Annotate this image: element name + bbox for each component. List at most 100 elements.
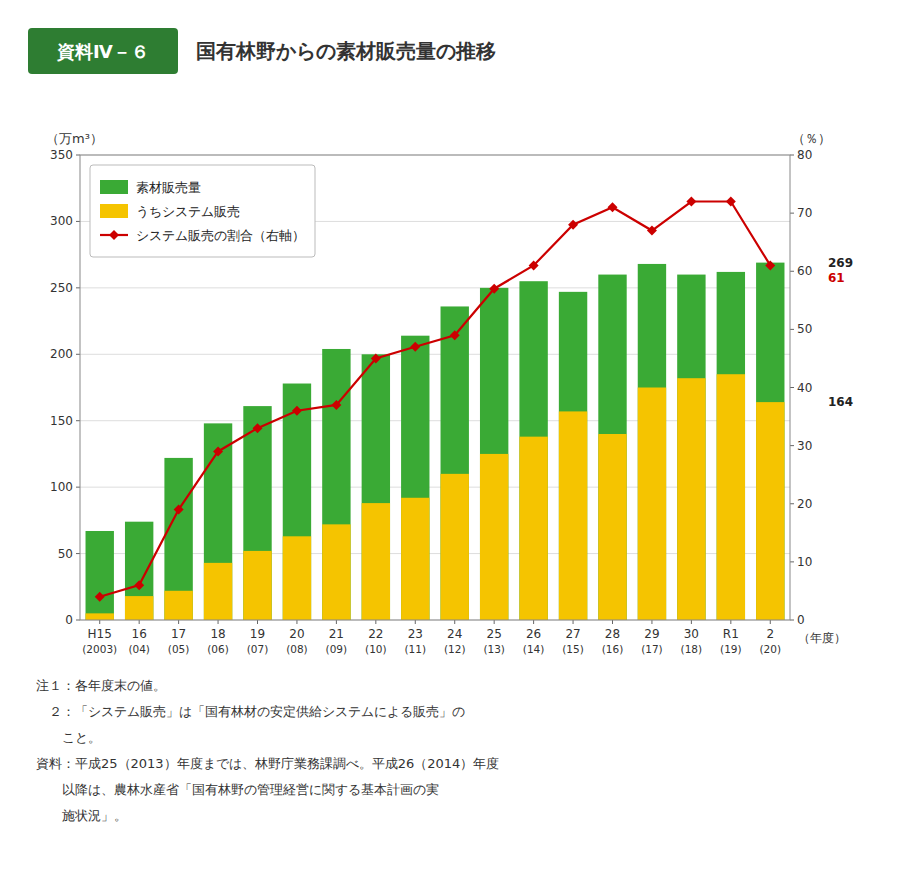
title: 国有林野からの素材販売量の推移 [196,39,496,63]
bar [559,411,587,620]
x-tick-label-line: 25 [487,627,502,641]
bar [756,263,784,620]
y2-tick [790,213,794,214]
x-tick-label-line: (04) [128,643,150,655]
x-tick [454,620,455,624]
x-tick-label-line: 16 [132,627,147,641]
marks [86,197,785,621]
bar [480,454,508,620]
x-tick-label-line: 21 [329,627,344,641]
x-tick-label-line: 20 [289,627,304,641]
x-tick-label: R1(19) [720,627,742,655]
x-tick [99,620,100,624]
bar [717,272,745,620]
x-tick-label-line: 27 [565,627,580,641]
y-tick [76,155,80,156]
x-tick-label: 18(06) [207,627,229,655]
x-tick-label-line: (12) [444,643,466,655]
x-tick-label-line: (17) [641,643,663,655]
y-tick [76,420,80,421]
y-tick-label: 100 [50,480,73,494]
marker [331,400,341,410]
y2-tick-label: 60 [797,264,812,278]
y-tick [76,221,80,222]
marker [686,197,696,207]
x-tick-label-line: (11) [404,643,426,655]
bar [362,503,390,620]
marker [253,423,263,433]
y2-tick [790,503,794,504]
x-tick-label-line: (16) [602,643,624,655]
legend-handle [100,204,128,218]
x-tick [730,620,731,624]
bar [598,434,626,620]
y2-tick-label: 50 [797,322,812,336]
x-axis-label: （年度） [798,631,846,645]
x-tick-label-line: 17 [171,627,186,641]
y-tick-label: 50 [58,547,73,561]
x-tick [415,620,416,624]
x-tick-label: 27 (15) [562,627,584,655]
annotation: 164 [828,395,853,409]
marker [726,197,736,207]
y2-tick [790,387,794,388]
x-tick-label: 2(20) [759,627,781,655]
x-tick [770,620,771,624]
x-tick-label: 25(13) [483,627,505,655]
x-tick-label: 19(07) [247,627,269,655]
x-tick-label-line: 22 [368,627,383,641]
x-tick [533,620,534,624]
marker [608,202,618,212]
bar [204,423,232,620]
bar [519,281,547,620]
y-tick-label: 350 [50,148,73,162]
legend-handle [100,180,128,194]
bar [283,536,311,620]
x-tick-label-line: (09) [326,643,348,655]
x-tick-label-line: R1 [723,627,739,641]
x-tick [257,620,258,624]
x-tick-label-line: (15) [562,643,584,655]
x-tick [375,620,376,624]
x-tick-label: 21 (09) [326,627,348,655]
legend-label: 素材販売量 [136,180,201,195]
y2-tick-label: 20 [797,497,812,511]
bar [243,406,271,620]
legend-label: システム販売の割合（右軸） [136,228,305,243]
y-tick-label: 200 [50,347,73,361]
marker [647,226,657,236]
y-tick-label: 250 [50,281,73,295]
annotation: 61 [828,271,845,285]
marker [529,260,539,270]
plot-area [80,155,790,620]
marker [95,592,105,602]
y2-tick-label: 70 [797,206,812,220]
bar-series [86,374,785,620]
bar [677,275,705,620]
y2-tick-label: 80 [797,148,812,162]
bar [441,306,469,620]
legend-marker [109,230,119,240]
x-tick-label-line: (18) [681,643,703,655]
y-tick [76,354,80,355]
x-tick-label-line: (08) [286,643,308,655]
x-tick-label-line: 29 [644,627,659,641]
x-tick-label-line: 23 [408,627,423,641]
y-tick-label: 300 [50,214,73,228]
y2-tick-label: 10 [797,555,812,569]
bar [86,531,114,620]
y2-tick-label: 40 [797,381,812,395]
x-tick-label: 28(16) [602,627,624,655]
x-tick [178,620,179,624]
x-tick-label-line: (10) [365,643,387,655]
bar [756,402,784,620]
x-tick-label: 20 (08) [286,627,308,655]
x-tick-label: 17(05) [168,627,190,655]
legend-label: うちシステム販売 [136,204,240,219]
y-tick-label: 150 [50,414,73,428]
marker [213,446,223,456]
x-tick-label-line: (20) [759,643,781,655]
x-tick-label: 22 (10) [365,627,387,655]
x-tick-label: 29 (17) [641,627,663,655]
y2-tick [790,329,794,330]
